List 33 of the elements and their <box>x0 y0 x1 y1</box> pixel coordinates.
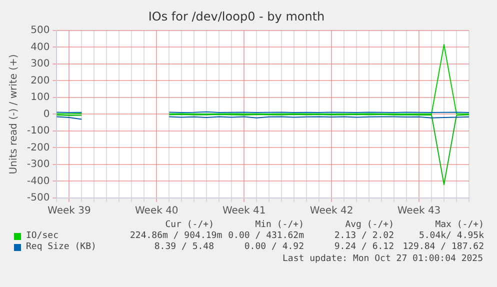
y-tick-label: -200 <box>26 142 50 154</box>
y-axis-title: Units read (-) / write (+) <box>8 54 20 174</box>
legend-label: IO/sec <box>26 231 59 241</box>
legend-label: Req Size (KB) <box>26 242 96 252</box>
y-tick-label: -500 <box>26 192 50 204</box>
x-tick-label: Week 42 <box>310 206 354 217</box>
y-tick-label: 500 <box>30 24 50 36</box>
x-tick-label: Week 40 <box>134 206 178 217</box>
text: 8.39 / 5.48 <box>153 242 214 252</box>
chart-title: IOs for /dev/loop0 - by month <box>148 9 325 24</box>
y-tick-label: 400 <box>30 42 50 53</box>
y-tick-label: 0 <box>43 108 50 120</box>
y-tick-label: 100 <box>30 92 50 104</box>
y-tick-label: -100 <box>26 126 50 137</box>
text: Max (-/+) <box>434 220 484 230</box>
text: 2.13 / 2.02 <box>333 231 394 241</box>
x-tick-label: Week 43 <box>397 206 441 217</box>
text: 0.00 / 431.62m <box>228 231 304 241</box>
text: 224.86m / 904.19m <box>129 231 222 241</box>
text: Last update: Mon Oct 27 01:00:04 2025 <box>282 254 484 264</box>
text: 0.00 / 4.92 <box>243 242 304 252</box>
text: Min (-/+) <box>254 220 304 230</box>
text: 5.04k/ 4.95k <box>418 231 484 241</box>
text: Avg (-/+) <box>344 220 394 230</box>
x-tick-label: Week 39 <box>48 206 91 217</box>
text: 9.24 / 6.12 <box>333 242 394 252</box>
x-tick-label: Week 41 <box>222 206 266 217</box>
y-tick-label: -400 <box>26 176 50 187</box>
text: 129.84 / 187.62 <box>402 242 484 252</box>
y-tick-label: -300 <box>26 159 50 170</box>
text: Cur (-/+) <box>164 220 214 230</box>
y-tick-label: 200 <box>30 75 50 86</box>
y-tick-label: 300 <box>30 58 50 70</box>
